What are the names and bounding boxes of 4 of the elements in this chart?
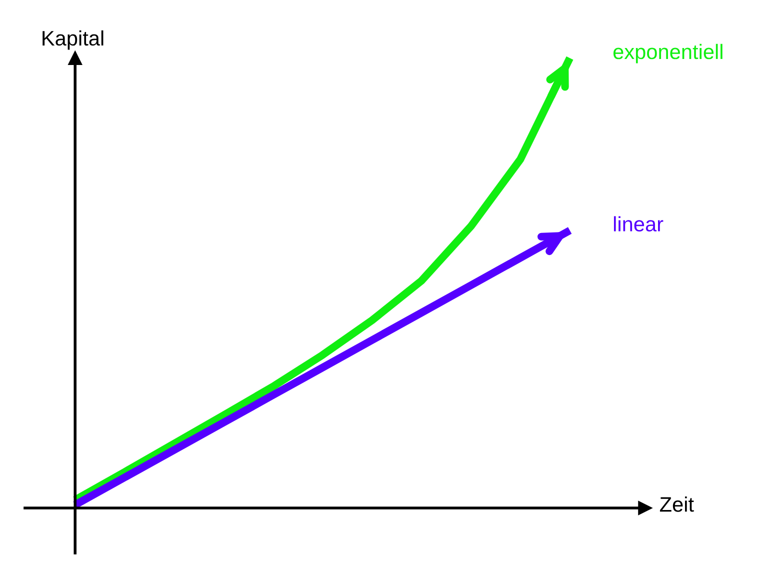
x-axis-title: Zeit bbox=[660, 496, 694, 512]
y-axis-title: Kapital bbox=[42, 30, 104, 50]
text: linear bbox=[614, 216, 664, 232]
text: exponentiell bbox=[613, 44, 722, 64]
